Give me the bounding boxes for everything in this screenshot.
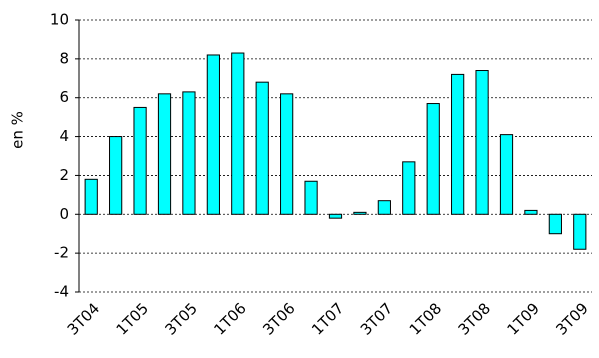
bar	[524, 209, 538, 215]
y-tick-label: 2	[59, 166, 69, 184]
bar	[133, 106, 147, 215]
x-tick-label: 1T06	[210, 299, 249, 338]
x-tick-label: 3T04	[64, 299, 103, 338]
x-tick-label: 3T06	[259, 299, 298, 338]
bar	[426, 103, 440, 215]
bar	[475, 70, 489, 215]
bar	[280, 93, 294, 215]
bar	[84, 178, 98, 215]
bar	[206, 54, 220, 215]
y-tick-label: 4	[59, 127, 69, 145]
x-tick-label: 3T07	[357, 299, 396, 338]
bar	[451, 73, 465, 215]
x-tick-label: 1T09	[503, 299, 542, 338]
bar	[157, 93, 172, 215]
bar	[255, 81, 269, 215]
bar	[109, 136, 123, 215]
y-tick-label: 6	[59, 88, 69, 106]
bar	[353, 211, 367, 215]
bar	[548, 213, 562, 235]
y-tick-label: 0	[59, 205, 69, 223]
bar	[182, 91, 196, 215]
x-tick-label: 1T08	[406, 299, 445, 338]
bar	[377, 200, 391, 215]
y-tick-label: -2	[54, 244, 69, 262]
bar	[402, 161, 416, 215]
x-tick-label: 1T05	[113, 299, 152, 338]
x-tick-label: 3T09	[552, 299, 591, 338]
bar	[304, 180, 318, 215]
x-tick-label: 3T08	[455, 299, 494, 338]
bar	[499, 134, 514, 215]
y-axis-label: en %	[9, 111, 27, 149]
bar	[573, 213, 587, 250]
y-tick-label: 8	[59, 49, 69, 67]
bar	[231, 52, 245, 215]
x-tick-label: 3T05	[161, 299, 200, 338]
y-tick-label: -4	[54, 283, 69, 301]
bar	[328, 213, 343, 219]
y-tick-label: 10	[50, 11, 69, 29]
x-tick-label: 1T07	[308, 299, 347, 338]
